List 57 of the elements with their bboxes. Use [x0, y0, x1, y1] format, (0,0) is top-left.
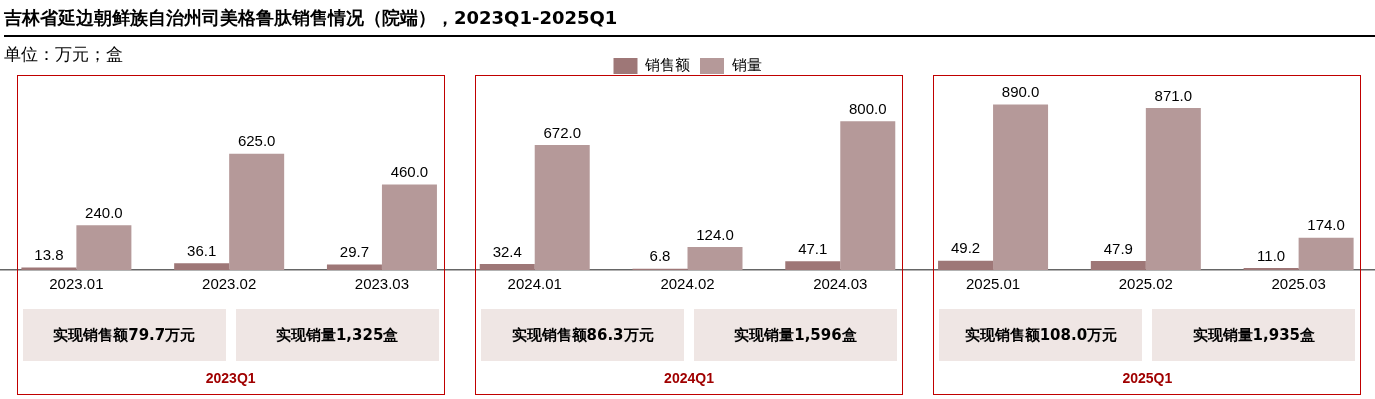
text: 2025Q1: [1121, 370, 1174, 386]
bar: [1090, 261, 1146, 270]
data-label: 47.1: [798, 239, 828, 257]
text: 实现销量1,935盒: [1152, 309, 1356, 361]
data-label: 29.7: [339, 243, 370, 261]
text: 实现销量1,325盒: [235, 309, 439, 361]
text: 实现销量1,596盒: [694, 309, 897, 361]
bar: [381, 184, 437, 270]
chart-title: 吉林省延边朝鲜族自治州司美格鲁肽销售情况（院端），2023Q1-2025Q1: [4, 6, 1375, 37]
bar: [1145, 107, 1201, 270]
bar: [76, 225, 132, 270]
bar: [479, 263, 535, 270]
text: 实现销售额86.3万元: [481, 309, 684, 361]
data-label: 625.0: [237, 132, 276, 150]
data-label: 460.0: [390, 163, 429, 181]
bar: [229, 153, 285, 270]
data-label: 174.0: [1307, 216, 1345, 234]
data-label: 240.0: [85, 204, 123, 221]
legend-label: 销售额: [644, 55, 690, 74]
text: 实现销售额79.7万元: [22, 309, 226, 361]
text: 实现销售额108.0万元: [939, 309, 1143, 361]
x-tick-label: 2025.02: [1118, 275, 1173, 293]
bar: [840, 121, 896, 270]
x-tick-label: 2024.02: [660, 275, 715, 293]
bar: [534, 145, 590, 270]
legend-label: 销量: [730, 55, 762, 74]
data-label: 13.8: [34, 246, 64, 264]
data-label: 11.0: [1257, 246, 1286, 264]
x-tick-label: 2023.02: [202, 275, 257, 293]
bar: [993, 104, 1049, 270]
text: 2024Q1: [663, 370, 715, 386]
data-label: 890.0: [1001, 83, 1040, 101]
bar: [687, 246, 743, 270]
data-label: 672.0: [543, 123, 581, 141]
x-tick-label: 2024.01: [507, 275, 562, 293]
data-label: 47.9: [1103, 239, 1133, 257]
text: 2023Q1: [204, 370, 257, 386]
x-tick-label: 2025.01: [965, 275, 1021, 293]
bar: [785, 261, 841, 270]
x-tick-label: 2023.03: [354, 275, 410, 293]
bar: [1298, 237, 1354, 270]
chart-subtitle: 单位：万元；盒: [4, 43, 123, 66]
bar: [326, 264, 382, 270]
bar: [21, 267, 77, 270]
data-label: 49.2: [950, 239, 981, 257]
data-label: 800.0: [849, 99, 887, 117]
data-label: 124.0: [696, 225, 734, 243]
x-tick-label: 2024.03: [813, 275, 868, 293]
data-label: 32.4: [492, 242, 522, 260]
x-tick-label: 2025.03: [1271, 275, 1326, 293]
bar: [1243, 267, 1299, 270]
data-label: 36.1: [187, 241, 217, 259]
data-label: 871.0: [1154, 86, 1193, 104]
bar: [938, 260, 994, 270]
data-label: 6.8: [649, 247, 671, 265]
bar: [174, 263, 230, 270]
x-tick-label: 2023.01: [49, 275, 104, 293]
